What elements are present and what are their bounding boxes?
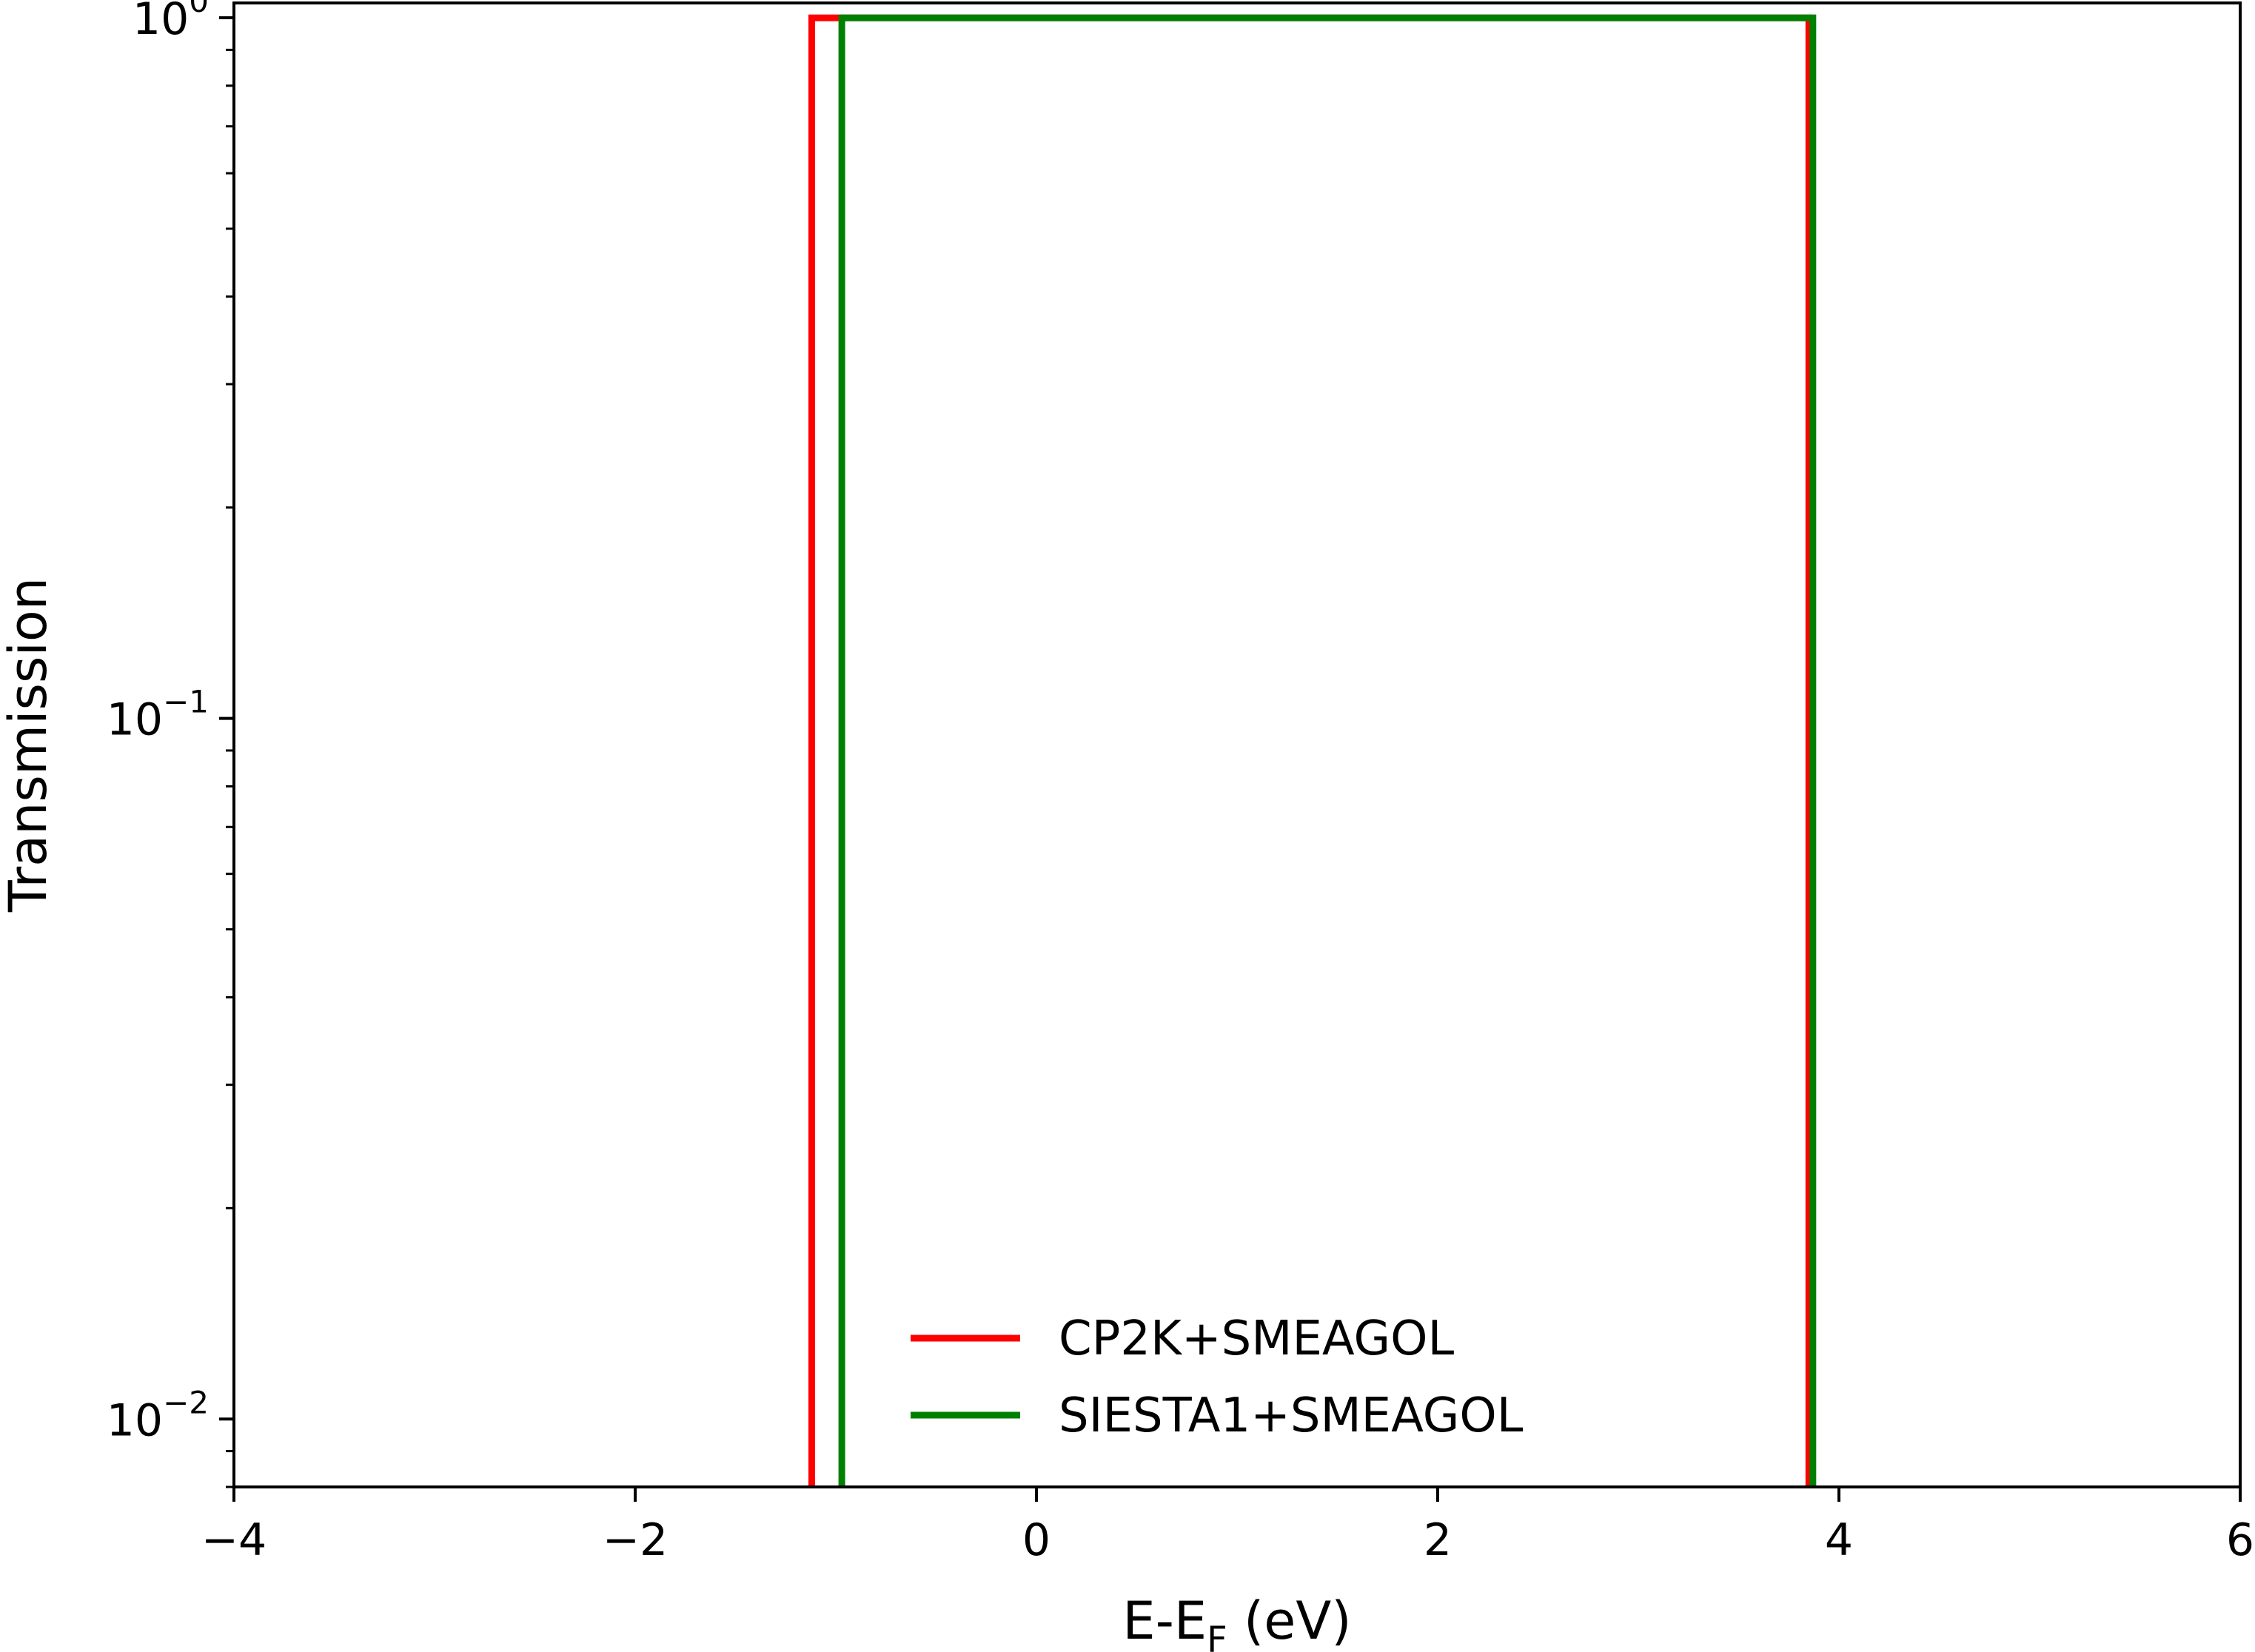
- x-axis-label-subscript: F: [1207, 1619, 1227, 1652]
- x-axis-label: E-EF (eV): [1122, 1591, 1351, 1652]
- legend-label-1: CP2K+SMEAGOL: [1059, 1312, 1455, 1366]
- legend-label-2: SIESTA1+SMEAGOL: [1059, 1389, 1524, 1443]
- y-tick-label: 10−1: [107, 684, 209, 746]
- x-tick-label: −4: [201, 1514, 267, 1566]
- x-tick-label: 4: [1825, 1514, 1853, 1566]
- x-tick-label: 2: [1424, 1514, 1452, 1566]
- x-axis-label-main: E-E: [1122, 1591, 1207, 1651]
- y-axis-label: Transmission: [0, 577, 58, 913]
- x-tick-label: −2: [603, 1514, 668, 1566]
- series-layer: [808, 14, 1817, 1487]
- x-axis-label-unit: (eV): [1227, 1591, 1352, 1651]
- x-tick-label: 6: [2226, 1514, 2254, 1566]
- x-axis-ticks: −4 −2 0 2 4 6: [201, 1487, 2254, 1566]
- y-axis-ticks: 100 10−1 10−2: [107, 0, 234, 1488]
- y-tick-label: 100: [133, 0, 209, 45]
- x-tick-label: 0: [1022, 1514, 1051, 1566]
- plot-frame: [232, 1, 2242, 1488]
- y-tick-label: 10−2: [107, 1384, 209, 1446]
- series-line-2: [838, 14, 1817, 1487]
- legend: CP2K+SMEAGOL SIESTA1+SMEAGOL: [911, 1312, 1524, 1443]
